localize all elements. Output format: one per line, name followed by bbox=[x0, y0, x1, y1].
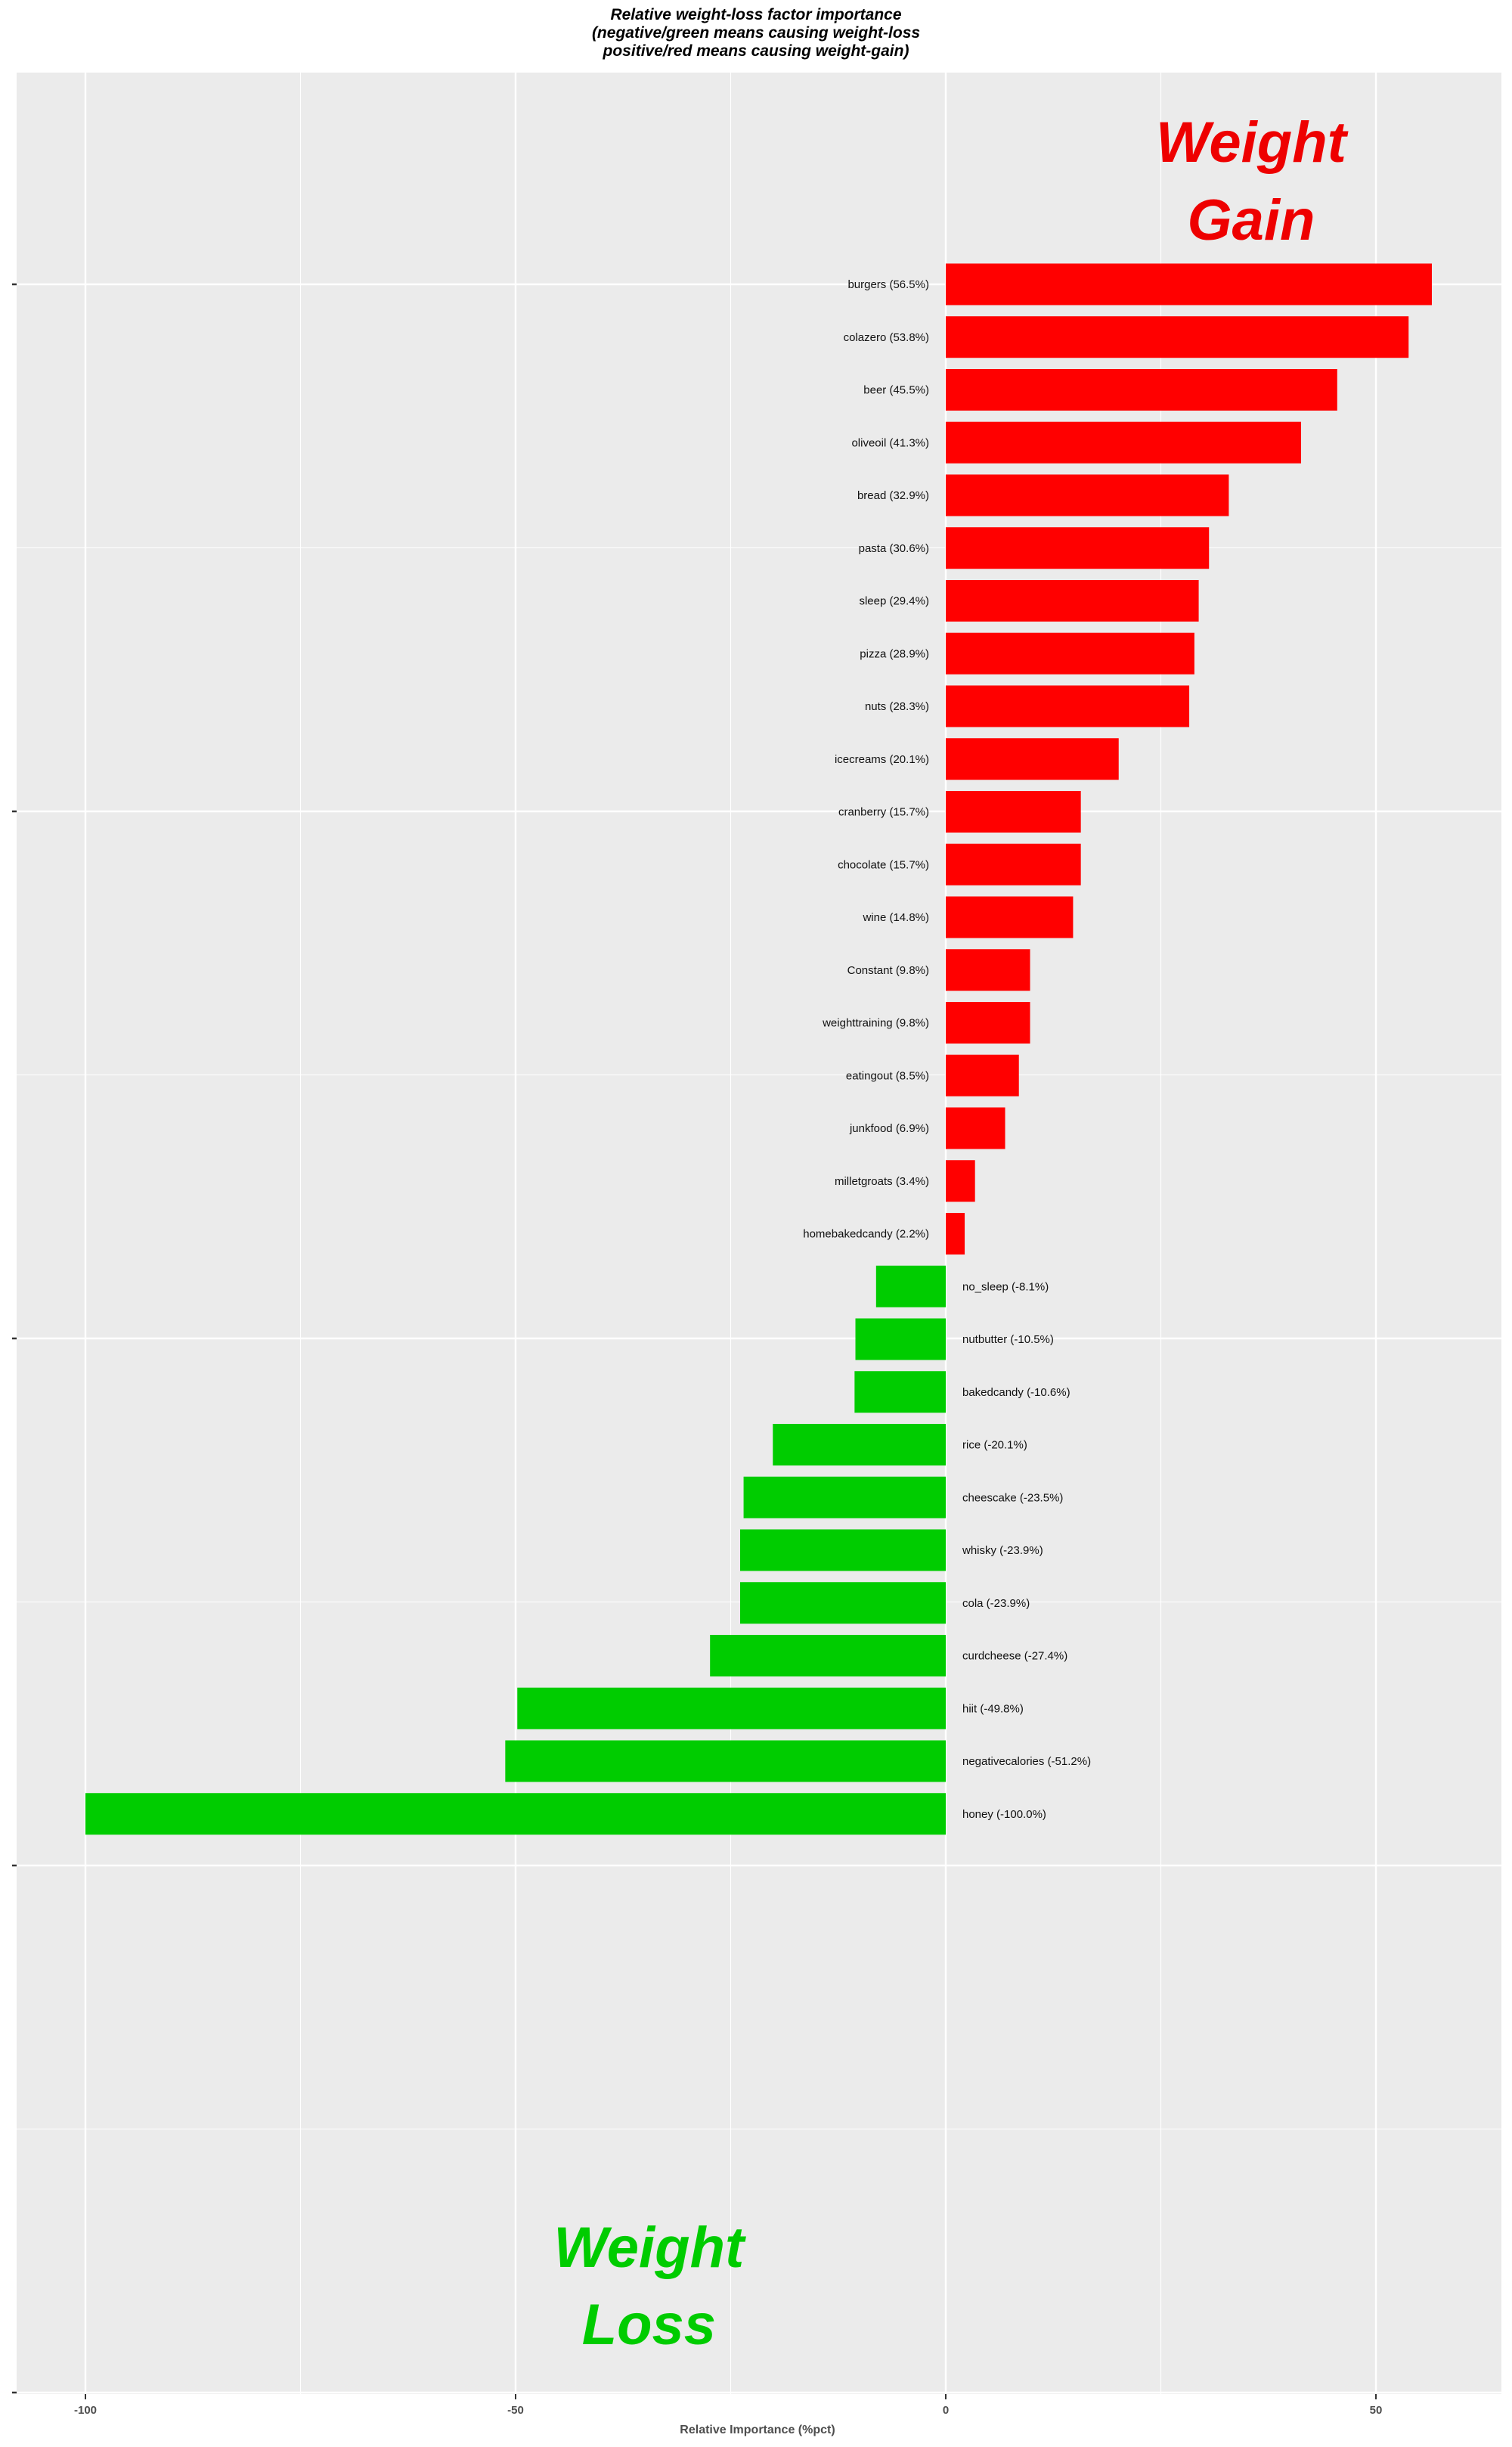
bar bbox=[946, 580, 1199, 622]
bar bbox=[946, 1213, 965, 1255]
bar bbox=[946, 263, 1432, 305]
bar-label: weighttraining (9.8%) bbox=[822, 1017, 929, 1030]
x-tick-label: -100 bbox=[74, 2404, 97, 2417]
bar bbox=[946, 1160, 975, 1202]
plot-panel bbox=[17, 73, 1501, 2394]
bar bbox=[946, 949, 1030, 991]
bar-label: curdcheese (-27.4%) bbox=[962, 1650, 1067, 1663]
bar bbox=[946, 843, 1081, 885]
bar-label: pizza (28.9%) bbox=[860, 647, 929, 660]
bar bbox=[743, 1476, 946, 1518]
bar bbox=[740, 1529, 946, 1571]
bar bbox=[946, 685, 1190, 727]
x-axis-title: Relative Importance (%pct) bbox=[680, 2424, 835, 2436]
annotations: Weight Gain Weight Loss bbox=[553, 110, 1348, 2357]
bar bbox=[946, 316, 1409, 358]
bar bbox=[855, 1318, 946, 1360]
bar-label: nuts (28.3%) bbox=[865, 700, 929, 713]
bar bbox=[505, 1740, 946, 1782]
bar bbox=[946, 791, 1081, 833]
bar-label: burgers (56.5%) bbox=[847, 278, 929, 291]
chart-title: Relative weight-loss factor importance (… bbox=[0, 6, 1512, 60]
bar-label: honey (-100.0%) bbox=[962, 1808, 1046, 1821]
chart-title-line-2: (negative/green means causing weight-los… bbox=[591, 24, 921, 42]
bar-label: hiit (-49.8%) bbox=[962, 1702, 1024, 1715]
chart-title-line-3: positive/red means causing weight-gain) bbox=[603, 42, 909, 60]
annotation-text: Loss bbox=[582, 2293, 716, 2357]
bar-label: chocolate (15.7%) bbox=[838, 858, 929, 871]
bar bbox=[946, 1054, 1019, 1096]
bars bbox=[85, 263, 1432, 1835]
x-tick-label: 0 bbox=[943, 2404, 949, 2417]
bar bbox=[740, 1582, 946, 1624]
bar-label: bakedcandy (-10.6%) bbox=[962, 1386, 1070, 1399]
bar bbox=[875, 1265, 946, 1307]
bar bbox=[517, 1687, 946, 1729]
bar-label: homebakedcandy (2.2%) bbox=[803, 1228, 929, 1241]
bar bbox=[946, 738, 1119, 780]
bar-label: whisky (-23.9%) bbox=[962, 1544, 1043, 1557]
annotation-text: Weight bbox=[1156, 110, 1349, 175]
bar bbox=[946, 632, 1194, 675]
annotation-text: Gain bbox=[1188, 188, 1315, 253]
bar-label: beer (45.5%) bbox=[863, 384, 929, 397]
y-axis-ticks bbox=[12, 283, 17, 2394]
bar-label: no_sleep (-8.1%) bbox=[962, 1280, 1049, 1293]
x-tick-label: 50 bbox=[1370, 2404, 1383, 2417]
bar bbox=[946, 1002, 1030, 1044]
bar-label: eatingout (8.5%) bbox=[846, 1069, 929, 1082]
bar-label: icecreams (20.1%) bbox=[835, 753, 929, 766]
chart-title-line-1: Relative weight-loss factor importance bbox=[610, 6, 902, 23]
bar bbox=[946, 527, 1210, 569]
x-tick-label: -50 bbox=[507, 2404, 524, 2417]
bar bbox=[710, 1635, 946, 1676]
annotation-text: Weight bbox=[553, 2216, 746, 2280]
bar-label: negativecalories (-51.2%) bbox=[962, 1755, 1091, 1768]
bar bbox=[946, 369, 1337, 411]
bar-label: colazero (53.8%) bbox=[844, 331, 929, 344]
bar bbox=[946, 421, 1301, 464]
x-axis: -100 -50 0 50 bbox=[74, 2394, 1382, 2417]
bar bbox=[85, 1793, 946, 1835]
bar-label: milletgroats (3.4%) bbox=[835, 1175, 929, 1188]
bar bbox=[946, 896, 1074, 938]
bar-label: nutbutter (-10.5%) bbox=[962, 1333, 1054, 1346]
bar-label: wine (14.8%) bbox=[862, 911, 929, 924]
bar-label: sleep (29.4%) bbox=[859, 595, 929, 608]
bar-label: pasta (30.6%) bbox=[859, 542, 929, 555]
bar-label: cranberry (15.7%) bbox=[838, 806, 929, 819]
bar-label: oliveoil (41.3%) bbox=[851, 436, 929, 449]
bar bbox=[946, 1107, 1005, 1149]
bar bbox=[854, 1371, 946, 1413]
bar-labels: burgers (56.5%) colazero (53.8%) beer (45.… bbox=[803, 278, 1091, 1821]
bar-label: Constant (9.8%) bbox=[847, 964, 929, 977]
bar-label: cheescake (-23.5%) bbox=[962, 1491, 1063, 1504]
bar-label: rice (-20.1%) bbox=[962, 1439, 1027, 1452]
bar-label: junkfood (6.9%) bbox=[849, 1122, 929, 1135]
bar-label: cola (-23.9%) bbox=[962, 1597, 1030, 1610]
bar bbox=[946, 474, 1229, 516]
bar bbox=[773, 1424, 946, 1465]
bar-label: bread (32.9%) bbox=[857, 489, 929, 502]
